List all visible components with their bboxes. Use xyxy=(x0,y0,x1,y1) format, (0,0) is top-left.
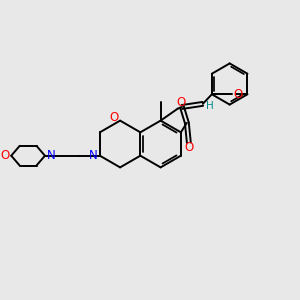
Text: N: N xyxy=(89,149,98,162)
Text: N: N xyxy=(47,149,56,162)
Text: O: O xyxy=(176,96,185,109)
Text: H: H xyxy=(206,101,213,111)
Text: O: O xyxy=(233,88,243,101)
Text: O: O xyxy=(185,141,194,154)
Text: O: O xyxy=(0,149,10,162)
Text: O: O xyxy=(109,110,118,124)
